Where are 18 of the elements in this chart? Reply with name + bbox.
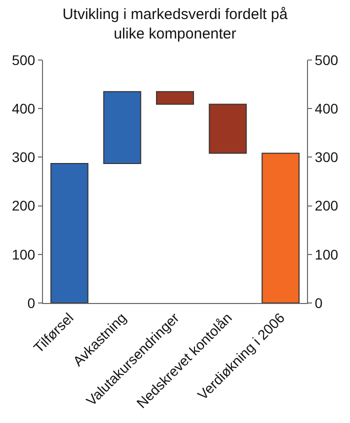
y-tick-label: 200	[12, 198, 36, 214]
y-tick-label: 0	[27, 294, 36, 311]
y2-tick-label: 300	[314, 149, 338, 166]
y-tick-label: 100	[12, 246, 36, 262]
y2-tick-label: 200	[314, 198, 338, 214]
chart-title: Utvikling i markedsverdi fordelt på ulike komponenter	[62, 6, 288, 43]
bar	[103, 91, 142, 164]
y-tick-label: 400	[12, 100, 36, 116]
bar	[50, 163, 88, 303]
bar	[262, 152, 300, 303]
y2-tick-label: 400	[314, 100, 338, 116]
bar	[156, 91, 194, 105]
bar	[208, 104, 247, 154]
y2-tick-label: 0	[314, 294, 323, 311]
y-tick-label: 500	[12, 52, 36, 68]
y2-tick-label: 100	[314, 246, 338, 262]
y2-tick-label: 500	[314, 52, 338, 68]
y-tick-label: 300	[12, 149, 36, 166]
